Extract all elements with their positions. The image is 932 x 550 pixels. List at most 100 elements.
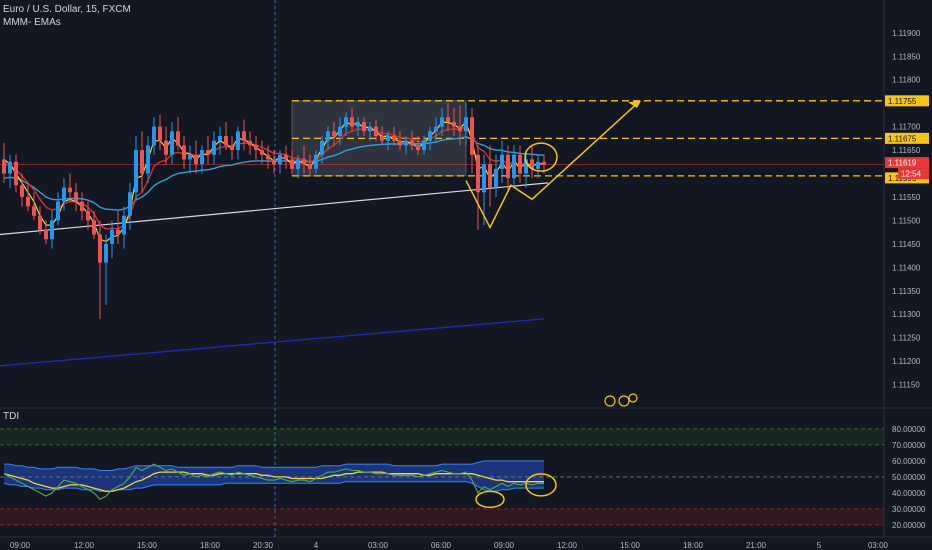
candle-body [116,229,120,235]
tdi-legend: TDI [3,411,20,422]
countdown-text: 12:54 [901,170,922,179]
candle-2 [14,154,18,193]
price-tick-label: 1.11800 [892,76,921,85]
price-tick-label: 1.11450 [892,240,921,249]
price-tick-label: 1.11550 [892,193,921,202]
price-tick-label: 1.11350 [892,287,921,296]
candle-body [338,126,342,136]
time-tick-label: 03:00 [868,541,889,550]
time-tick-label: 15:00 [137,541,158,550]
candle-17 [104,234,108,305]
tdi-oversold-zone [0,508,884,525]
candle-body [236,131,240,151]
candle-57 [344,112,348,136]
candle-46 [278,150,282,174]
candle-body [440,117,444,127]
candle-body [428,131,432,141]
candle-body [266,154,270,160]
candle-body [14,161,18,186]
time-tick-label: 21:00 [746,541,767,550]
candle-body [86,211,90,221]
candle-89 [536,154,540,179]
candle-body [326,131,330,141]
candle-body [50,220,54,240]
price-tag-text: 1.11675 [888,134,917,143]
price-tag-text: 1.11619 [888,159,917,168]
candle-body [458,126,462,132]
tdi-overbought-zone [0,428,884,445]
candle-body [362,121,366,132]
candle-77 [464,103,468,146]
price-tick-label: 1.11200 [892,357,921,366]
time-tick-label: 5 [817,541,822,550]
time-tick-label: 20:30 [253,541,274,550]
candle-body [344,117,348,127]
event-icon [604,395,616,407]
price-tag-bg [885,132,929,144]
candle-body [278,154,282,165]
candle-30 [182,136,186,169]
candle-body [20,185,24,197]
candle-23 [140,131,144,193]
candle-body [152,126,156,146]
candle-body [488,164,492,188]
candle-0 [2,143,6,183]
candle-82 [494,154,498,197]
level-tag-1: 1.11675 [885,132,929,144]
candle-27 [164,126,168,165]
tdi-tick-label: 40.00000 [892,489,926,498]
time-tick-label: 09:00 [494,541,515,550]
candle-body [248,140,252,146]
candle-body [38,215,42,230]
candle-body [242,131,246,141]
candle-81 [488,145,492,207]
candle-body [80,201,84,212]
ema-long-line [0,182,549,236]
candle-body [320,140,324,155]
tdi-lower-band [3,481,544,492]
candle-79 [476,145,480,230]
countdown-tag: 12:54 [898,168,929,180]
candle-body [536,161,540,169]
candle-20 [122,206,126,249]
candle-64 [386,131,390,151]
candle-78 [470,107,474,174]
price-tag-bg [885,95,929,107]
candle-body [332,131,336,136]
price-tick-label: 1.11700 [892,123,921,132]
candle-1 [8,154,12,188]
candle-9 [56,192,60,226]
price-tag-text: 1.11755 [888,97,917,106]
price-tick-label: 1.11500 [892,216,921,225]
candle-88 [530,145,534,179]
candle-body [272,159,276,165]
candle-body [8,161,12,174]
tdi-tick-label: 80.00000 [892,425,926,434]
candle-body [26,196,30,207]
price-tag-bg [885,157,929,169]
symbol-title: Euro / U.S. Dollar, 15, FXCM [3,4,131,15]
candle-54 [326,126,330,151]
candle-80 [482,154,486,226]
candle-body [296,159,300,169]
candle-body [404,140,408,146]
candle-71 [428,126,432,151]
candle-body [530,159,534,169]
candle-4 [26,182,30,212]
candle-86 [518,145,522,183]
candle-body [500,154,504,169]
candle-38 [230,136,234,160]
time-tick-label: 12:00 [74,541,95,550]
candle-84 [506,145,510,193]
candle-body [518,154,522,174]
candle-61 [368,121,372,141]
candle-body [254,145,258,151]
price-tick-label: 1.11900 [892,29,921,38]
candle-body [218,136,222,141]
candle-body [194,154,198,165]
indicator-legend: MMM- EMAs [3,17,61,28]
candle-body [44,229,48,240]
candle-body [92,220,96,235]
candle-36 [218,126,222,155]
